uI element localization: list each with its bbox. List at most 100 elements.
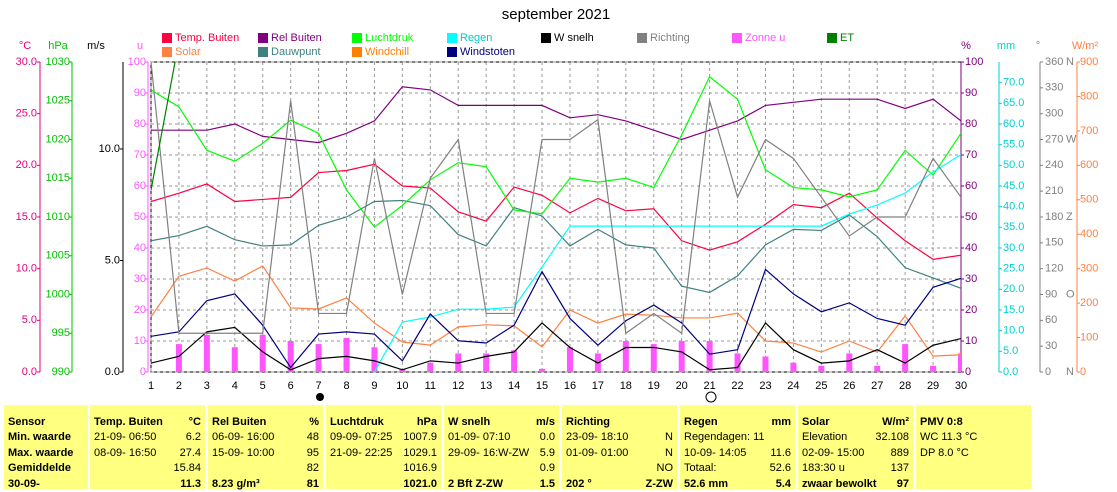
x-tick-label: 27: [871, 380, 883, 392]
y-tick-label: 25.0: [16, 108, 37, 120]
header-unit: W/m²: [882, 416, 909, 428]
y-tick-label: 80: [134, 118, 146, 130]
table-cell: N: [665, 431, 673, 443]
legend-swatch: [352, 47, 362, 57]
table-column: PMV 0:8 WC 11.3 °C DP 8.0 °C: [916, 405, 1031, 489]
axis-unit: u: [137, 40, 143, 52]
sun-bar: [539, 368, 546, 372]
legend-swatch: [447, 33, 457, 43]
table-cell: 01-09- 01:00: [566, 446, 629, 459]
y-tick-label: 100: [128, 56, 146, 68]
table-row: 08-09- 16:50 27.4: [94, 446, 201, 461]
sun-bar: [818, 365, 825, 372]
sun-bar: [259, 334, 266, 372]
x-tick-label: 3: [204, 380, 210, 392]
y-tick-label: 1000: [46, 288, 70, 300]
x-tick-label: 23: [759, 380, 771, 392]
table-cell: 11.6: [770, 446, 791, 459]
legend-label: Rel Buiten: [271, 32, 322, 44]
y-tick-label: 5.0: [22, 314, 37, 326]
sun-bar: [762, 356, 769, 372]
x-tick-label: 22: [731, 380, 743, 392]
y-tick-label: 70: [965, 149, 977, 161]
table-header: Richting: [566, 415, 673, 430]
table-cell: 95: [306, 446, 319, 459]
sun-bar: [203, 334, 210, 372]
y-tick-label: 400: [1080, 228, 1098, 240]
legend-swatch: [162, 33, 172, 43]
table-header: W snelh m/s: [448, 415, 555, 430]
table-row: 1016.9: [330, 461, 437, 476]
x-tick-label: 13: [480, 380, 492, 392]
y-tick-label: 270: [1045, 133, 1063, 145]
axis-unit: °: [1036, 40, 1040, 52]
header-unit: °C: [188, 416, 201, 428]
table-header: Temp. Buiten °C: [94, 415, 201, 430]
table-cell: 27.4: [179, 446, 201, 459]
table-row: DP 8.0 °C: [920, 446, 1027, 461]
x-tick-label: 20: [676, 380, 688, 392]
table-row: WC 11.3 °C: [920, 430, 1027, 445]
y-tick-label: 1010: [46, 211, 70, 223]
y-tick-label: 90: [134, 87, 146, 99]
table-row: 29-09- 16:W-ZW 5.9: [448, 446, 555, 461]
sun-bar: [902, 344, 909, 372]
y-tick-label: 10: [965, 335, 977, 347]
y-tick-label: 995: [52, 327, 70, 339]
summary-table: Sensor Min. waarde Max. waarde Gemiddelde 30…: [0, 405, 1117, 492]
table-row: 15.84: [94, 461, 201, 476]
header-text: Sensor: [8, 416, 46, 428]
y-tick-label: 5.0: [105, 254, 120, 266]
y-tick-label: 10.0: [16, 263, 37, 275]
y-tick-label: 60: [1045, 314, 1057, 326]
table-header: PMV 0:8: [920, 415, 1027, 430]
y-tick-label: 30: [134, 273, 146, 285]
legend-swatch: [732, 33, 742, 43]
y-tick-label: 40: [965, 242, 977, 254]
series-line: [151, 321, 961, 371]
sun-bar: [958, 353, 961, 372]
table-row: 0.9: [448, 461, 555, 476]
sun-bar: [706, 341, 713, 372]
series-line: [151, 62, 961, 335]
y-tick-label: 30.0: [16, 56, 37, 68]
series-line: [151, 265, 961, 357]
legend-label: Regen: [460, 32, 492, 44]
table-column: Sensor Min. waarde Max. waarde Gemiddelde 30…: [4, 405, 88, 490]
legend-swatch: [258, 33, 268, 43]
y-tick-label: 70: [134, 149, 146, 161]
y-tick-label: 80: [965, 118, 977, 130]
table-row: 09-09- 07:25 1007.9: [330, 430, 437, 445]
table-cell: Elevation: [802, 431, 848, 443]
table-cell: 48: [306, 431, 319, 443]
series-layer: [151, 62, 961, 372]
x-tick-label: 17: [592, 380, 604, 392]
table-column: Richting 23-09- 18:10 N 01-09- 01:00 N NO 202 …: [562, 405, 677, 492]
y-tick-label: 0.0: [105, 366, 120, 378]
table-row: 202 ° Z-ZW: [566, 477, 673, 492]
y-tick-label: 5.0: [1003, 345, 1018, 357]
y-tick-label: 15.0: [1003, 304, 1024, 316]
y-tick-label: 55.0: [1003, 139, 1024, 151]
sun-bar: [790, 362, 797, 372]
y-tick-label: 1030: [46, 56, 70, 68]
sun-bar: [371, 347, 378, 372]
chart: september 2021 1 2 3 4 5 6 7 8 9 10 11 12 13 14 15 16 17…: [16, 6, 1098, 403]
y-tick-label: 150: [1045, 237, 1063, 249]
table-cell: 5.4: [775, 477, 791, 490]
table-row: 82: [212, 461, 319, 476]
table-cell: 0.0: [539, 431, 555, 443]
table-row: 1021.0: [330, 477, 437, 492]
legend-swatch: [447, 47, 457, 57]
table-row: Min. waarde: [8, 430, 84, 445]
table-header: Solar W/m²: [802, 415, 909, 430]
y-tick-label: 40.0: [1003, 201, 1024, 213]
axis-unit: °C: [19, 40, 31, 52]
y-tick-label: 0: [965, 366, 971, 378]
table-cell: 8.23 g/m³: [212, 477, 260, 490]
table-row: 52.6 mm 5.4: [684, 477, 791, 492]
compass-label: N: [1066, 366, 1074, 378]
x-tick-label: 18: [620, 380, 632, 392]
x-tick-label: 7: [316, 380, 322, 392]
